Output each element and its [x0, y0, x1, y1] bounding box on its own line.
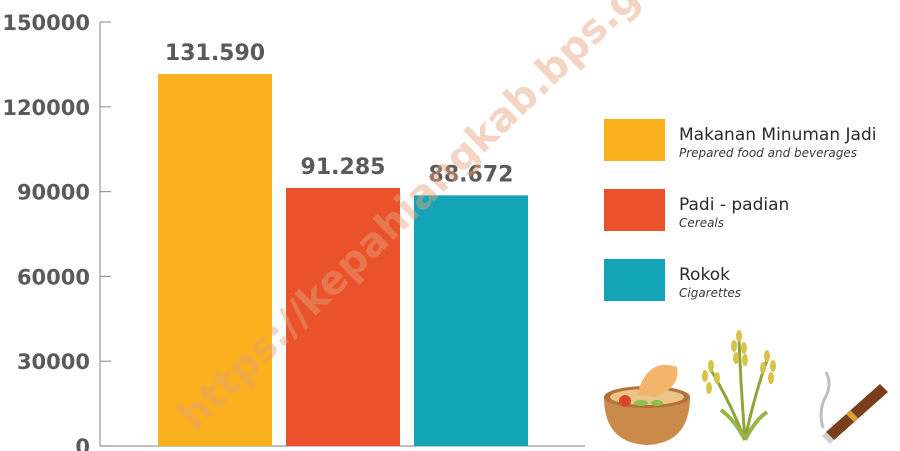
legend-label-1: Makanan Minuman Jadi — [679, 125, 876, 145]
rice-plant-icon — [702, 330, 776, 441]
legend-label-3: Rokok — [679, 265, 730, 285]
y-tick-label: 90000 — [17, 181, 90, 205]
bar-2 — [286, 187, 400, 447]
y-tick-label: 60000 — [17, 265, 90, 289]
legend-sublabel-3: Cigarettes — [679, 286, 741, 300]
y-tick-label: 120000 — [2, 96, 90, 120]
data-label-3: 88.672 — [429, 162, 514, 187]
y-axis-ticks: 0 30000 60000 90000 120000 150000 — [2, 11, 111, 451]
bar-3 — [414, 195, 528, 446]
legend-sublabel-2: Cereals — [679, 216, 724, 230]
legend-swatch-2 — [604, 189, 665, 231]
data-labels-group: 131.590 91.285 88.672 — [165, 41, 514, 187]
bar-1 — [158, 74, 272, 446]
bars-group — [158, 74, 528, 447]
data-label-1: 131.590 — [165, 41, 265, 66]
legend-swatch-1 — [604, 119, 665, 161]
food-bowl-icon — [604, 364, 690, 445]
data-label-2: 91.285 — [301, 155, 386, 180]
legend-swatch-3 — [604, 259, 665, 301]
y-tick-label: 150000 — [2, 11, 90, 35]
cigar-icon — [819, 371, 888, 444]
legend-label-2: Padi - padian — [679, 195, 789, 215]
legend-sublabel-1: Prepared food and beverages — [679, 146, 857, 160]
y-tick-label: 0 — [75, 435, 90, 451]
y-tick-label: 30000 — [17, 350, 90, 374]
